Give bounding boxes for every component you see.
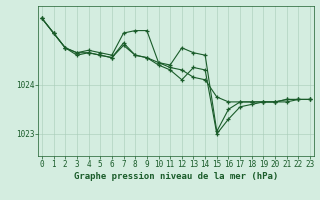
X-axis label: Graphe pression niveau de la mer (hPa): Graphe pression niveau de la mer (hPa) <box>74 172 278 181</box>
